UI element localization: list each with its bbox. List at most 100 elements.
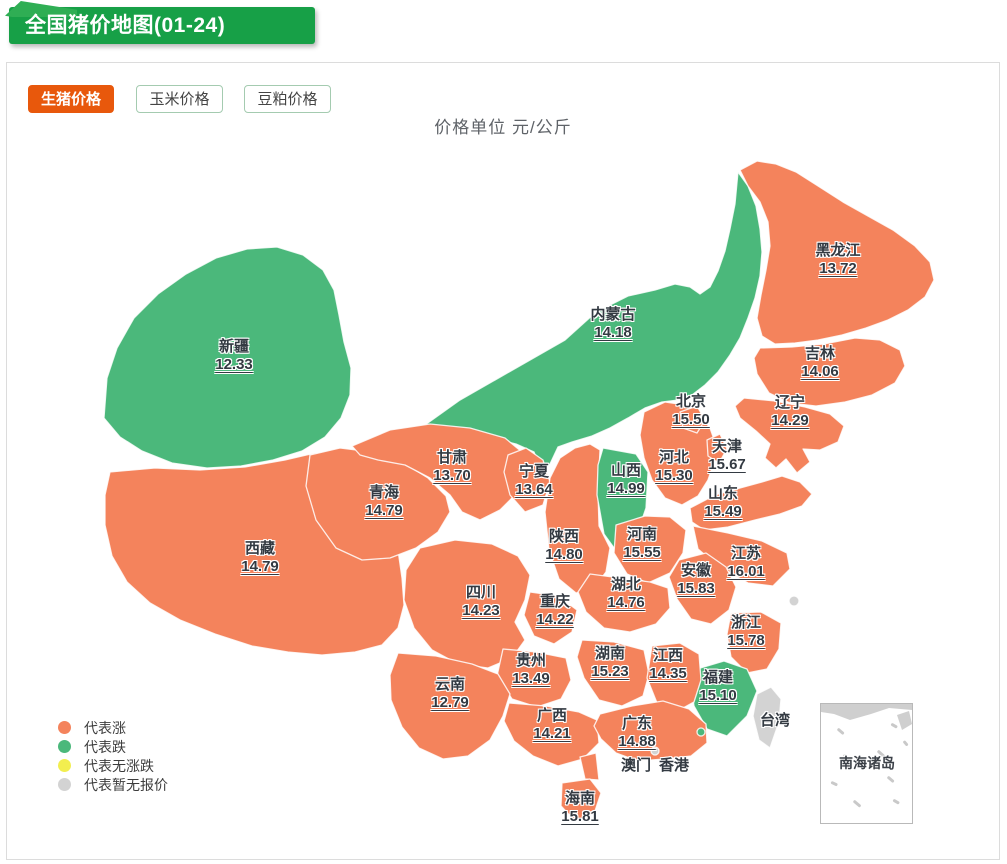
province-price: 15.30 bbox=[655, 467, 693, 484]
province-price: 14.80 bbox=[545, 546, 583, 563]
province-guangdong[interactable] bbox=[579, 700, 708, 781]
province-price: 14.06 bbox=[801, 363, 839, 380]
province-price: 14.29 bbox=[771, 412, 809, 429]
province-price: 15.49 bbox=[704, 503, 742, 520]
province-name: 青海 bbox=[368, 484, 400, 501]
tab-soybean-meal-price[interactable]: 豆粕价格 bbox=[244, 85, 331, 113]
province-label-jiangsu: 江苏 16.01 bbox=[727, 545, 765, 581]
province-hubei[interactable] bbox=[577, 573, 671, 633]
province-label-jiangxi: 江西 14.35 bbox=[649, 647, 687, 683]
inset-islands-graphic bbox=[821, 704, 912, 808]
province-label-liaoning: 辽宁 14.29 bbox=[771, 394, 809, 430]
province-hainan[interactable] bbox=[560, 778, 602, 822]
page-header-ribbon: 全国猪价地图(01-24) bbox=[5, 1, 315, 44]
province-label-hunan: 湖南 15.23 bbox=[591, 645, 629, 681]
province-label-taiwan: 台湾 bbox=[760, 712, 790, 730]
province-name: 天津 bbox=[711, 438, 743, 455]
province-name: 吉林 bbox=[804, 345, 836, 362]
south-china-sea-inset: 南海诸岛 bbox=[820, 703, 913, 824]
tab-pig-price[interactable]: 生猪价格 bbox=[28, 85, 114, 113]
legend-row-noquote: 代表暂无报价 bbox=[58, 775, 168, 794]
province-name: 香港 bbox=[658, 757, 690, 774]
province-name: 安徽 bbox=[680, 562, 712, 579]
province-chongqing[interactable] bbox=[523, 591, 578, 645]
province-jilin[interactable] bbox=[753, 337, 906, 407]
province-label-hubei: 湖北 14.76 bbox=[607, 576, 645, 612]
province-name: 福建 bbox=[702, 669, 734, 686]
tab-corn-price[interactable]: 玉米价格 bbox=[136, 85, 223, 113]
province-label-shanxi: 山西 14.99 bbox=[607, 462, 645, 498]
legend-label: 代表涨 bbox=[84, 719, 126, 736]
province-price: 14.76 bbox=[607, 594, 645, 611]
province-label-tianjin: 天津 15.67 bbox=[708, 438, 746, 474]
province-tianjin[interactable] bbox=[706, 433, 728, 464]
province-label-hebei: 河北 15.30 bbox=[655, 449, 693, 485]
province-price: 15.50 bbox=[672, 411, 710, 428]
province-heilongjiang[interactable] bbox=[739, 160, 935, 345]
province-name: 河北 bbox=[658, 449, 690, 466]
province-liaoning[interactable] bbox=[734, 397, 845, 474]
province-name: 内蒙古 bbox=[590, 306, 636, 323]
province-price: 12.79 bbox=[431, 694, 469, 711]
province-sichuan[interactable] bbox=[403, 539, 531, 669]
province-price: 14.79 bbox=[365, 502, 403, 519]
province-price: 14.22 bbox=[536, 611, 574, 628]
province-name: 浙江 bbox=[730, 614, 762, 631]
province-label-anhui: 安徽 15.83 bbox=[677, 562, 715, 598]
province-name: 重庆 bbox=[539, 593, 571, 610]
province-name: 台湾 bbox=[759, 712, 791, 729]
province-label-yunnan: 云南 12.79 bbox=[431, 676, 469, 712]
province-anhui[interactable] bbox=[668, 552, 737, 625]
province-name: 云南 bbox=[434, 676, 466, 693]
province-name: 新疆 bbox=[218, 338, 250, 355]
province-label-hainan: 海南 15.81 bbox=[561, 790, 599, 826]
province-name: 江苏 bbox=[730, 545, 762, 562]
province-jiangxi[interactable] bbox=[646, 642, 702, 713]
province-label-guizhou: 贵州 13.49 bbox=[512, 652, 550, 688]
province-taiwan[interactable] bbox=[752, 686, 782, 749]
province-price: 13.72 bbox=[819, 260, 857, 277]
province-name: 甘肃 bbox=[436, 449, 468, 466]
province-shanghai[interactable] bbox=[788, 595, 800, 607]
province-zhejiang[interactable] bbox=[726, 611, 782, 674]
province-price: 13.70 bbox=[433, 467, 471, 484]
province-label-guangdong: 广东 14.88 bbox=[618, 715, 656, 751]
province-name: 山东 bbox=[707, 485, 739, 502]
province-yunnan[interactable] bbox=[389, 652, 511, 760]
province-price: 16.01 bbox=[727, 563, 765, 580]
province-name: 广西 bbox=[536, 707, 568, 724]
province-price: 14.88 bbox=[618, 733, 656, 750]
province-label-xizang: 西藏 14.79 bbox=[241, 540, 279, 576]
province-label-ningxia: 宁夏 13.64 bbox=[515, 463, 553, 499]
province-name: 辽宁 bbox=[774, 394, 806, 411]
province-price: 15.55 bbox=[623, 544, 661, 561]
province-gansu[interactable] bbox=[351, 423, 529, 521]
province-price: 12.33 bbox=[215, 356, 253, 373]
legend-row-flat: 代表无涨跌 bbox=[58, 756, 168, 775]
province-label-jilin: 吉林 14.06 bbox=[801, 345, 839, 381]
legend-dot-noquote bbox=[58, 778, 71, 791]
province-label-henan: 河南 15.55 bbox=[623, 526, 661, 562]
province-price: 14.23 bbox=[462, 602, 500, 619]
inset-label: 南海诸岛 bbox=[839, 755, 895, 771]
province-label-sichuan: 四川 14.23 bbox=[462, 584, 500, 620]
province-label-shaanxi: 陕西 14.80 bbox=[545, 528, 583, 564]
province-label-neimenggu: 内蒙古 14.18 bbox=[590, 306, 635, 342]
province-label-chongqing: 重庆 14.22 bbox=[536, 593, 574, 629]
province-hunan[interactable] bbox=[576, 639, 650, 707]
province-label-zhejiang: 浙江 15.78 bbox=[727, 614, 765, 650]
province-price: 13.49 bbox=[512, 670, 550, 687]
map-legend: 代表涨代表跌 代表无涨跌 代表暂无报价 bbox=[58, 718, 168, 794]
province-shaanxi[interactable] bbox=[544, 443, 611, 594]
province-price: 14.79 bbox=[241, 558, 279, 575]
province-name: 海南 bbox=[564, 790, 596, 807]
province-xinjiang[interactable] bbox=[103, 246, 352, 469]
province-beijing[interactable] bbox=[679, 405, 706, 434]
legend-label: 代表跌 bbox=[84, 738, 126, 755]
province-ningxia[interactable] bbox=[503, 447, 551, 513]
province-xianggang[interactable] bbox=[696, 727, 706, 737]
legend-label: 代表暂无报价 bbox=[84, 776, 168, 793]
province-label-gansu: 甘肃 13.70 bbox=[433, 449, 471, 485]
province-aomen[interactable] bbox=[650, 746, 660, 756]
province-label-beijing: 北京 15.50 bbox=[672, 393, 710, 429]
